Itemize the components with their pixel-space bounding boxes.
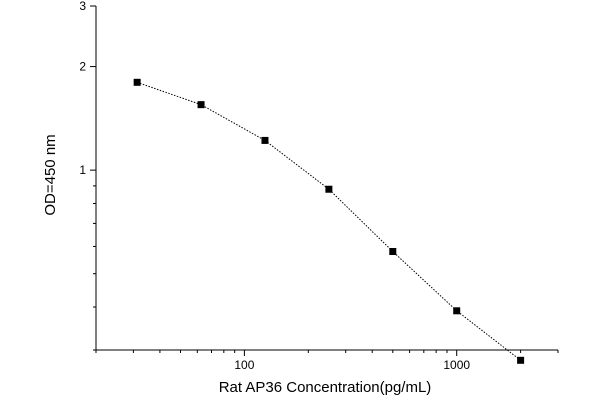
y-axis-title: OD=450 nm — [42, 134, 59, 215]
y-tick-label: 1 — [79, 163, 86, 177]
x-axis-title: Rat AP36 Concentration(pg/mL) — [219, 379, 432, 396]
series-line — [136, 81, 521, 361]
axes: 100 1000 1 2 3 — [79, 0, 559, 372]
data-point-marker — [197, 101, 205, 109]
data-point-marker — [453, 307, 461, 315]
x-tick-label: 100 — [234, 358, 254, 372]
x-tick-label: 1000 — [443, 358, 470, 372]
y-tick-label: 3 — [79, 0, 86, 13]
data-point-marker — [261, 136, 269, 144]
y-tick-label: 2 — [79, 60, 86, 74]
data-point-marker — [133, 78, 141, 86]
data-point-marker — [325, 185, 333, 193]
series-layer — [133, 78, 525, 364]
data-point-marker — [517, 356, 525, 364]
data-point-marker — [389, 248, 397, 256]
